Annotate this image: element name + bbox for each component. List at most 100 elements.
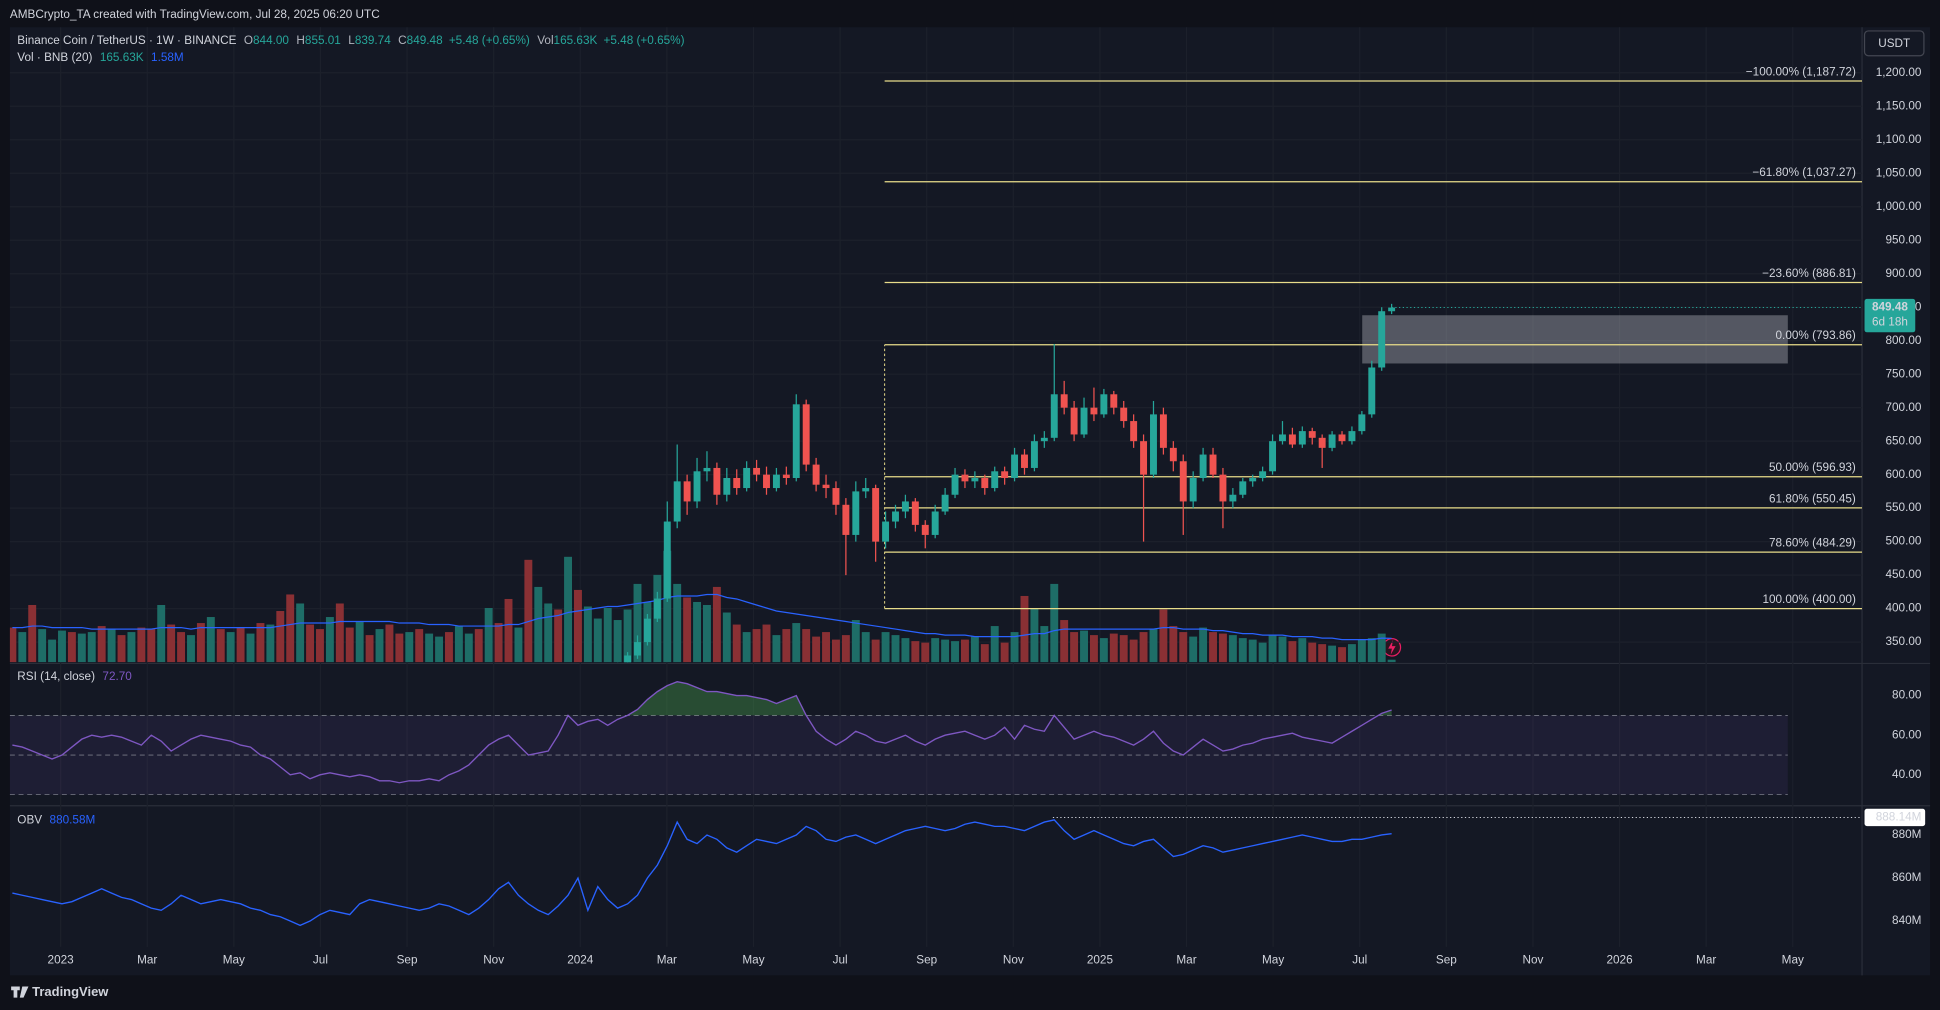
candle-body [1199,454,1207,479]
price-pane [9,80,1863,663]
candle-body [782,474,790,479]
volume-bar [1298,638,1307,663]
volume-bar [494,623,503,663]
candle-body [634,642,641,656]
volume-bar [87,632,96,663]
brand[interactable]: TradingView [32,984,109,999]
fib-label: 61.80% (550.45) [1769,492,1856,505]
volume-bar [286,594,295,663]
volume-bar [77,633,86,663]
fib-label: 100.00% (400.00) [1762,593,1855,606]
candle-body [1328,434,1336,448]
volume-bar [1377,633,1386,663]
volume-bar [1357,639,1366,663]
volume-bar [574,589,582,663]
volume-bar [38,629,47,663]
candle-body [862,488,870,492]
volume-bar [1209,632,1217,663]
y-tick-label: 550.00 [1885,501,1921,514]
alert-bolt[interactable] [1388,639,1396,655]
volume-bar [593,618,602,663]
volume-bar [67,632,76,663]
y-tick-label: 500.00 [1885,535,1921,548]
currency[interactable]: USDT [1878,37,1910,50]
volume-bar [554,609,563,663]
brand-icon[interactable] [11,986,29,998]
attribution: AMBCrypto_TA created with TradingView.co… [10,8,380,21]
candle-body [1159,414,1167,448]
volume-bar [851,620,860,663]
volume-bar [137,627,146,663]
y-tick-label: 650.00 [1885,434,1921,447]
candle-body [624,655,632,663]
volume-bar [435,636,444,663]
volume-bar [921,642,930,663]
candle-body [1378,311,1386,368]
volume-bar [484,608,493,663]
volume-bar [1199,627,1208,663]
candle-body [1130,421,1138,442]
candle-body [1040,437,1048,442]
candle-body [1219,474,1227,502]
candle-body [1030,441,1038,468]
x-tick-label: Nov [1003,954,1024,967]
volume-bar [454,626,463,663]
brand-logo[interactable]: TradingView [11,984,109,999]
rsi-tick-label: 60.00 [1892,728,1922,741]
candle-body [941,494,949,512]
volume-bar [1149,629,1158,663]
volume-bar [633,583,642,663]
volume-bar [1338,647,1346,663]
currency-box[interactable] [1863,30,1925,57]
candle-body [733,478,741,489]
volume-bar [9,627,17,663]
x-tick-label: 2025 [1087,954,1114,967]
x-tick-label: May [742,954,764,967]
candle-body [931,511,939,535]
candle-body [1298,431,1306,445]
x-tick-label: 2026 [1606,954,1633,967]
volume-bar [127,632,136,663]
rsi-line [12,680,1392,784]
fib-label: −61.80% (1,037.27) [1752,166,1856,179]
candle-body [1348,431,1356,442]
volume-bar [464,633,473,663]
candle-body [693,471,701,502]
candle-body [673,481,681,522]
volume-bar [772,635,781,663]
volume-bar [673,583,682,663]
candle-body [1140,441,1148,475]
y-tick-label: 1,100.00 [1876,133,1922,146]
alert-icon[interactable] [1382,638,1402,657]
candle-body [911,501,919,525]
candle-body [991,471,999,489]
x-tick-label: Sep [397,954,418,967]
y-tick-label: 1,000.00 [1876,200,1922,213]
volume-bar [1228,635,1237,663]
candle-body [892,511,899,522]
volume-bar [514,627,523,663]
volume-bar [1119,635,1128,663]
volume-bar [1179,632,1188,663]
last-price-box [1864,298,1916,333]
last-price-label: 849.48 [1872,301,1908,314]
candle-body [1090,407,1098,415]
volume-bar [613,620,622,663]
candle-body [703,467,711,472]
candle-body [1021,454,1028,468]
volume-bar [385,624,394,663]
volume-bar [196,623,205,663]
volume-bar [1080,630,1088,663]
volume-bar [1010,632,1019,663]
fib-label: −100.00% (1,187.72) [1746,65,1856,78]
volume-bar [375,629,384,663]
volume-bar [1060,620,1069,663]
volume-bar [325,617,334,663]
volume-bar [1318,644,1327,663]
volume-bar [703,604,711,663]
candle-body [1368,367,1376,415]
x-tick-label: Mar [137,954,157,967]
candle-body [1080,407,1088,435]
volume-bar [415,629,424,663]
volume-bar [1347,644,1356,663]
